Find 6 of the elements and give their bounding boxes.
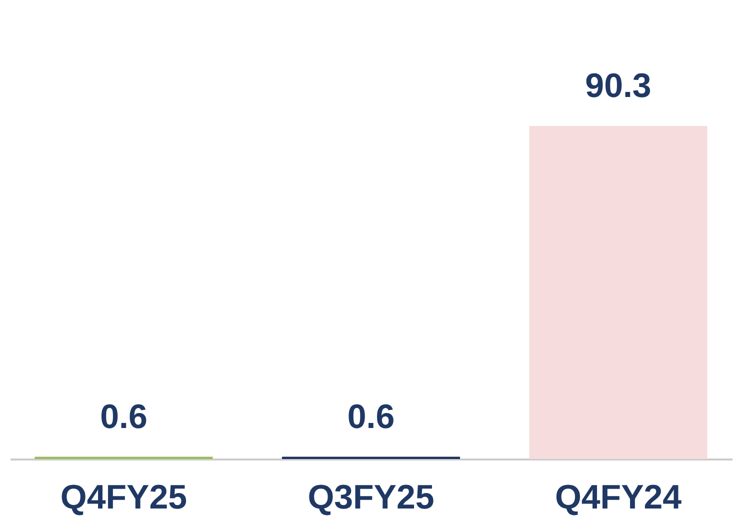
data-label: 90.3 <box>585 67 652 105</box>
x-tick-label: Q4FY24 <box>554 478 682 516</box>
data-label: 0.6 <box>347 398 395 436</box>
data-label: 0.6 <box>100 398 148 436</box>
x-tick-label: Q3FY25 <box>308 478 434 516</box>
x-tick-label: Q4FY25 <box>60 478 188 516</box>
